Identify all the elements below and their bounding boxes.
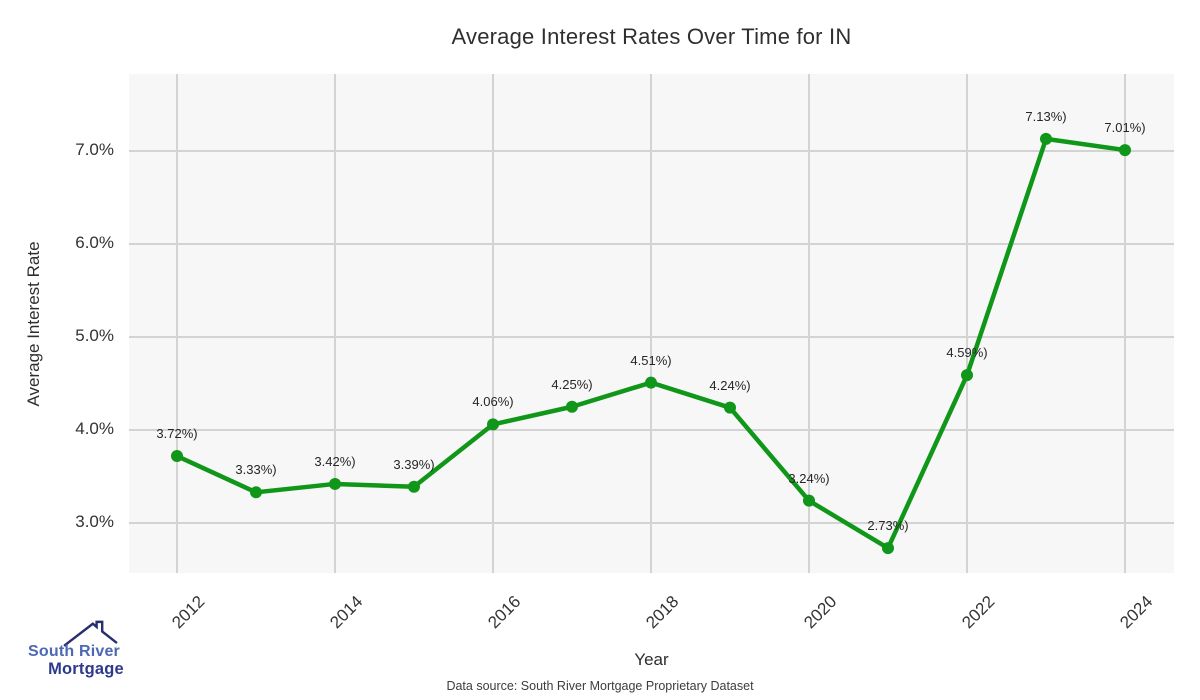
- x-axis-title: Year: [634, 650, 669, 669]
- logo-text-line2: Mortgage: [48, 660, 124, 678]
- horizontal-gridline: [129, 429, 1174, 431]
- data-point-label: 3.24%): [788, 470, 830, 486]
- y-tick-label: 5.0%: [75, 326, 114, 345]
- data-point-marker: [1040, 132, 1052, 145]
- data-point-marker: [1119, 144, 1131, 157]
- y-tick-label: 4.0%: [75, 419, 114, 438]
- data-point-label: 4.06%): [472, 394, 514, 410]
- data-source-caption: Data source: South River Mortgage Propri…: [446, 679, 754, 693]
- vertical-gridline: [176, 74, 178, 573]
- data-point-marker: [487, 418, 499, 431]
- data-point-marker: [882, 542, 894, 555]
- series-line: [174, 136, 1128, 551]
- data-point-marker: [250, 486, 262, 499]
- data-point-label: 2.73%): [867, 518, 909, 534]
- horizontal-gridline: [129, 150, 1174, 152]
- horizontal-gridline: [129, 522, 1174, 524]
- y-tick-label: 3.0%: [75, 512, 114, 531]
- data-point-marker: [803, 494, 815, 507]
- house-roof-icon: [63, 620, 118, 647]
- vertical-gridline: [334, 74, 336, 573]
- data-point-marker: [724, 401, 736, 414]
- data-point-marker: [961, 369, 973, 382]
- data-point-marker: [329, 477, 341, 490]
- data-point-label: 7.01%): [1104, 120, 1146, 136]
- data-point-label: 3.42%): [314, 453, 356, 469]
- data-point-label: 4.25%): [551, 376, 593, 392]
- plot-area: 3.72%) 3.33%) 3.42%) 3.39%) 4.06%) 4.25%) 4.51…: [129, 74, 1174, 573]
- data-point-marker: [171, 450, 183, 463]
- data-point-label: 3.72%): [156, 426, 198, 442]
- data-point-label: 4.51%): [630, 352, 672, 368]
- data-point-label: 4.59%): [946, 345, 988, 361]
- y-tick-label: 6.0%: [75, 233, 114, 252]
- chart-title: Average Interest Rates Over Time for IN: [451, 24, 852, 49]
- data-point-marker: [645, 376, 657, 389]
- data-point-label: 7.13%): [1025, 108, 1067, 124]
- logo-text-line1: South River: [28, 643, 120, 660]
- horizontal-gridline: [129, 336, 1174, 338]
- data-point-marker: [566, 400, 578, 413]
- horizontal-gridline: [129, 243, 1174, 245]
- data-point-label: 3.33%): [235, 462, 277, 478]
- y-tick-label: 7.0%: [75, 140, 114, 159]
- data-point-label: 4.24%): [709, 377, 751, 393]
- data-point-label: 3.39%): [393, 456, 435, 472]
- data-point-marker: [408, 480, 420, 493]
- vertical-gridline: [492, 74, 494, 573]
- vertical-gridline: [808, 74, 810, 573]
- vertical-gridline: [966, 74, 968, 573]
- vertical-gridline: [1124, 74, 1126, 573]
- vertical-gridline: [650, 74, 652, 573]
- south-river-mortgage-logo: South River Mortgage: [18, 616, 138, 686]
- line-series: [171, 132, 1131, 555]
